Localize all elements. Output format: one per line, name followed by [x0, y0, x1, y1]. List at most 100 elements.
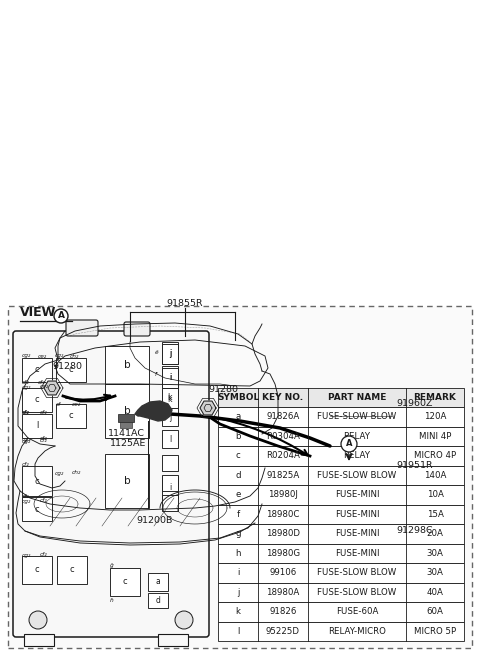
Bar	[22, 497, 52, 521]
Text: FUSE-MINI: FUSE-MINI	[335, 549, 379, 558]
Bar	[325, 509, 395, 551]
FancyBboxPatch shape	[24, 634, 54, 646]
Bar	[105, 346, 149, 384]
Text: cf: cf	[56, 401, 61, 407]
Bar	[148, 593, 168, 608]
Text: ce₂: ce₂	[72, 401, 81, 407]
Text: MICRO 5P: MICRO 5P	[414, 626, 456, 636]
Circle shape	[54, 309, 68, 323]
Bar	[326, 451, 338, 460]
Bar	[50, 498, 205, 526]
Text: ch₂: ch₂	[70, 354, 79, 358]
Text: 140A: 140A	[424, 471, 446, 480]
Text: 18980D: 18980D	[266, 529, 300, 539]
Text: cf₂: cf₂	[22, 493, 30, 499]
FancyBboxPatch shape	[66, 320, 98, 336]
Text: cg₂: cg₂	[55, 354, 64, 358]
Text: 120A: 120A	[424, 412, 446, 421]
Text: 91280: 91280	[52, 362, 82, 371]
Text: cg₂: cg₂	[22, 552, 31, 558]
Text: i: i	[169, 483, 171, 491]
Bar	[362, 517, 373, 545]
Text: cg₂: cg₂	[22, 354, 31, 358]
Text: 95225D: 95225D	[266, 626, 300, 636]
Bar	[371, 475, 383, 484]
Bar	[371, 463, 383, 472]
Text: FUSE-SLOW BLOW: FUSE-SLOW BLOW	[317, 588, 396, 597]
Bar	[22, 358, 52, 382]
Bar	[162, 476, 178, 498]
Text: 1125AE: 1125AE	[110, 439, 146, 448]
Text: 30A: 30A	[427, 568, 444, 577]
Bar	[218, 544, 464, 563]
Text: 18980J: 18980J	[268, 490, 298, 499]
Text: e: e	[235, 490, 240, 499]
Text: k: k	[168, 394, 172, 403]
Text: b: b	[124, 360, 130, 370]
Text: c: c	[35, 476, 39, 485]
Text: cf₂: cf₂	[22, 411, 30, 415]
Text: 10A: 10A	[427, 490, 444, 499]
Text: 18980C: 18980C	[266, 510, 300, 519]
Bar	[218, 388, 464, 407]
Circle shape	[341, 436, 357, 452]
Text: ḡ: ḡ	[110, 564, 114, 569]
Bar	[341, 463, 353, 472]
Text: b: b	[235, 432, 241, 441]
Text: 60A: 60A	[427, 607, 444, 616]
Bar	[162, 388, 178, 408]
Text: FUSE-SLOW BLOW: FUSE-SLOW BLOW	[317, 568, 396, 577]
Text: i: i	[169, 373, 171, 382]
Text: cf₂: cf₂	[40, 438, 48, 443]
Text: j: j	[169, 348, 171, 358]
Bar	[57, 556, 87, 584]
Text: cg₂: cg₂	[22, 499, 31, 504]
Ellipse shape	[367, 401, 381, 411]
Text: j: j	[169, 350, 171, 358]
Text: MICRO 4P: MICRO 4P	[414, 451, 456, 461]
Text: l: l	[36, 422, 38, 430]
Bar	[118, 414, 134, 422]
Text: A: A	[58, 312, 64, 321]
Text: cf₂: cf₂	[38, 380, 46, 386]
Text: RELAY: RELAY	[344, 432, 371, 441]
Text: c: c	[69, 411, 73, 420]
Text: KEY NO.: KEY NO.	[263, 393, 303, 401]
Bar	[162, 368, 178, 388]
Text: f̄: f̄	[155, 371, 157, 377]
Bar	[162, 342, 178, 364]
Text: a: a	[156, 577, 160, 586]
Bar	[56, 358, 86, 382]
Bar	[218, 504, 464, 524]
Bar	[378, 517, 389, 545]
Bar	[218, 466, 464, 485]
Text: MINI 4P: MINI 4P	[419, 432, 451, 441]
Text: c: c	[123, 577, 127, 586]
Text: RELAY: RELAY	[344, 451, 371, 461]
Text: k: k	[168, 394, 172, 403]
Bar	[218, 524, 464, 544]
Text: h̄: h̄	[110, 598, 114, 604]
Text: cf₂: cf₂	[40, 499, 48, 504]
Text: 91951R: 91951R	[396, 461, 432, 470]
Text: c: c	[35, 565, 39, 575]
Bar	[218, 485, 464, 504]
Bar	[162, 495, 178, 511]
Text: c: c	[35, 365, 39, 375]
Text: ce₂: ce₂	[38, 354, 47, 358]
Text: ce₂: ce₂	[40, 384, 49, 390]
Text: cf₂: cf₂	[40, 411, 48, 415]
Text: cg₂: cg₂	[55, 470, 64, 476]
Bar	[56, 404, 86, 428]
Text: d: d	[235, 471, 241, 480]
Text: FUSE-SLOW BLOW: FUSE-SLOW BLOW	[317, 471, 396, 480]
Text: g: g	[235, 529, 241, 539]
Text: 20A: 20A	[427, 529, 444, 539]
Bar	[162, 344, 178, 364]
Bar	[330, 388, 392, 426]
Bar	[28, 490, 50, 508]
Text: cf₂: cf₂	[40, 552, 48, 558]
Text: b: b	[124, 406, 130, 416]
Bar	[148, 573, 168, 591]
Bar	[371, 451, 383, 460]
